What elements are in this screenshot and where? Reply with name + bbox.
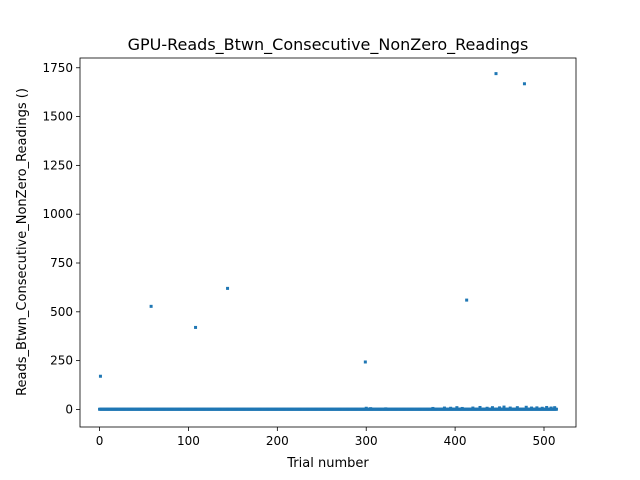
data-point (98, 374, 102, 378)
data-point (455, 406, 459, 410)
data-points (98, 72, 558, 411)
y-tick-label: 500 (50, 305, 73, 319)
y-tick-label: 1250 (42, 158, 73, 172)
y-tick-label: 750 (50, 256, 73, 270)
data-point (554, 407, 558, 411)
data-point (194, 325, 198, 329)
data-point (522, 82, 526, 86)
data-point (540, 406, 544, 410)
data-point (498, 406, 502, 410)
y-tick-label: 250 (50, 354, 73, 368)
data-point (149, 304, 153, 308)
data-point (363, 360, 367, 364)
y-tick-label: 1000 (42, 207, 73, 221)
x-tick-label: 200 (266, 434, 289, 448)
data-point (478, 405, 482, 409)
data-point (226, 286, 230, 290)
data-point (524, 405, 528, 409)
y-tick-label: 1750 (42, 61, 73, 75)
data-point (508, 406, 512, 410)
data-point (465, 298, 469, 302)
data-point (364, 406, 368, 410)
data-point (449, 406, 453, 410)
x-tick-label: 500 (533, 434, 556, 448)
chart-title: GPU-Reads_Btwn_Consecutive_NonZero_Readi… (128, 35, 529, 55)
data-point (490, 406, 494, 410)
y-axis: 0 250 500 750 1000 1250 1500 1750 (42, 61, 80, 416)
data-point (431, 406, 435, 410)
data-point (545, 405, 549, 409)
data-point (471, 406, 475, 410)
data-point (549, 406, 553, 410)
data-point (485, 406, 489, 410)
data-point (369, 407, 373, 411)
data-point (535, 406, 539, 410)
y-tick-label: 0 (65, 402, 73, 416)
x-tick-label: 300 (355, 434, 378, 448)
y-axis-label: Reads_Btwn_Consecutive_NonZero_Readings … (15, 88, 30, 396)
data-point (553, 406, 557, 410)
data-point (460, 406, 464, 410)
data-point (530, 406, 534, 410)
plot-frame (79, 57, 577, 428)
data-point (494, 72, 498, 76)
data-point (442, 406, 446, 410)
x-axis: 0 100 200 300 400 500 (96, 427, 556, 448)
data-point (515, 406, 519, 410)
x-tick-label: 400 (444, 434, 467, 448)
x-tick-label: 100 (177, 434, 200, 448)
x-tick-label: 0 (96, 434, 104, 448)
y-tick-label: 1500 (42, 110, 73, 124)
x-axis-label: Trial number (286, 456, 369, 471)
data-point (384, 407, 388, 411)
data-point (502, 405, 506, 409)
